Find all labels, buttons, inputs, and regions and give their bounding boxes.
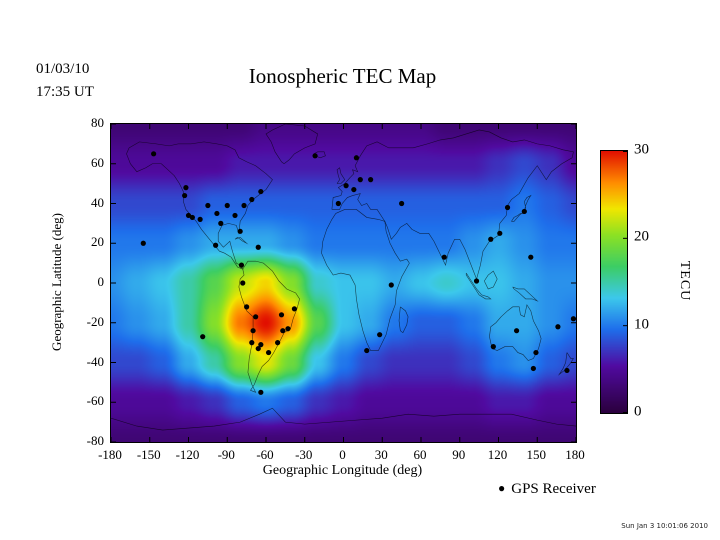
- x-tick-label: -150: [136, 447, 161, 462]
- gps-legend-label: GPS Receiver: [511, 481, 596, 497]
- tec-heatmap-canvas: [110, 123, 577, 443]
- y-tick-label: -40: [86, 353, 104, 369]
- x-tick-label: -120: [175, 447, 200, 462]
- y-tick-label: -20: [86, 313, 104, 329]
- datetime-block: 01/03/10 17:35 UT: [36, 58, 94, 104]
- page-title: Ionospheric TEC Map: [248, 64, 437, 88]
- colorbar-tick-label: 30: [634, 141, 649, 158]
- y-tick-label: -80: [86, 433, 104, 448]
- time-label: 17:35 UT: [36, 84, 94, 100]
- x-tick-label: 150: [526, 447, 547, 462]
- x-tick-label: 30: [374, 447, 388, 462]
- y-tick-label: 0: [97, 274, 105, 289]
- date-label: 01/03/10: [36, 61, 90, 77]
- x-tick-label: 120: [487, 447, 508, 462]
- y-axis-title: Geographic Latitude (deg): [49, 213, 64, 351]
- gps-receiver-marker-icon: ●: [498, 481, 506, 495]
- y-tick-label: 60: [91, 154, 104, 170]
- x-tick-label: 0: [339, 447, 346, 462]
- x-tick-label: 180: [565, 447, 585, 462]
- y-tick-label: -60: [86, 393, 104, 409]
- x-tick-label: 90: [452, 447, 466, 462]
- render-timestamp: Sun Jan 3 10:01:06 2010: [621, 522, 708, 530]
- x-tick-label: -90: [217, 447, 235, 462]
- colorbar-tick-label: 20: [634, 228, 649, 245]
- x-tick-label: -180: [98, 447, 122, 462]
- y-tick-label: 40: [91, 194, 104, 210]
- x-tick-label: -30: [295, 447, 313, 462]
- colorbar-tick-label: 0: [634, 403, 642, 420]
- x-tick-label: 60: [413, 447, 427, 462]
- x-axis-title: Geographic Longitude (deg): [262, 463, 423, 478]
- colorbar-gradient: [600, 150, 628, 414]
- x-tick-label: -60: [256, 447, 274, 462]
- gps-legend: ● GPS Receiver: [498, 481, 596, 498]
- y-tick-label: 20: [91, 234, 104, 250]
- colorbar-tick-label: 10: [634, 316, 649, 333]
- colorbar-title: TECU: [677, 260, 692, 302]
- y-tick-label: 80: [91, 115, 104, 130]
